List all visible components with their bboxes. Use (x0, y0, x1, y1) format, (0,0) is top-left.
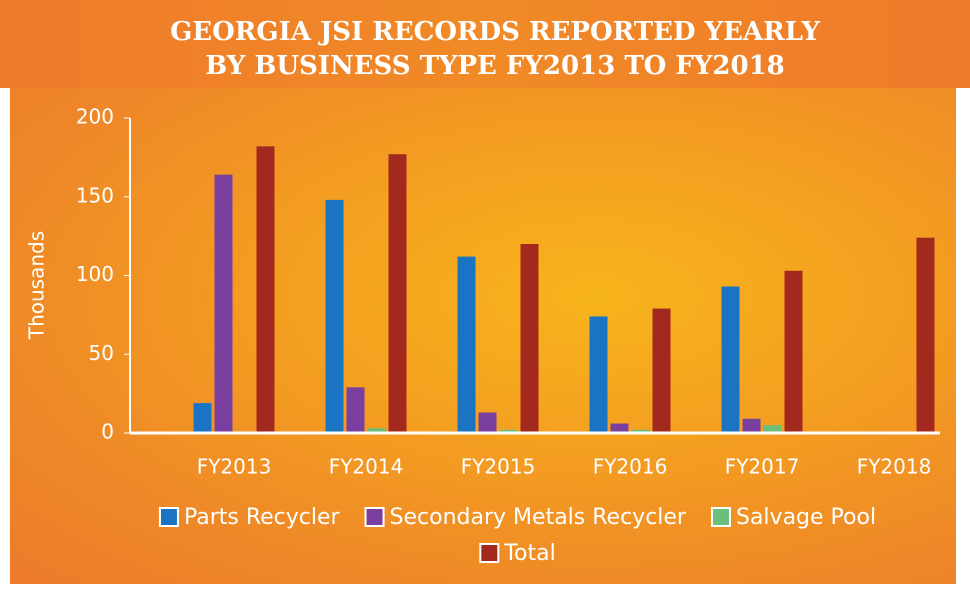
x-tick-label: FY2015 (461, 455, 536, 479)
y-tick-label: 100 (76, 262, 114, 286)
bar (346, 387, 365, 433)
y-tick-label: 150 (76, 183, 114, 207)
legend-swatch (479, 543, 500, 563)
legend-label: Parts Recycler (184, 505, 341, 530)
legend-swatch (364, 507, 385, 527)
bar (325, 199, 344, 433)
bar (388, 154, 407, 433)
bar (367, 428, 386, 433)
legend-label: Total (503, 541, 555, 566)
chart-title: GEORGIA JSI RECORDS REPORTED YEARLY (170, 17, 820, 47)
bar (763, 425, 782, 433)
bar (256, 146, 275, 433)
legend-label: Secondary Metals Recycler (390, 505, 687, 530)
bar (742, 418, 761, 433)
legend-swatch (710, 507, 731, 527)
bar (457, 256, 476, 433)
x-tick-label: FY2014 (329, 455, 404, 479)
x-tick-label: FY2017 (725, 455, 800, 479)
y-tick-label: 200 (76, 105, 114, 129)
bar (652, 308, 671, 433)
bar (478, 412, 497, 433)
bar (520, 244, 539, 433)
y-tick-label: 0 (101, 420, 114, 444)
title-banner (0, 0, 970, 88)
bar (916, 237, 935, 433)
bar (610, 423, 629, 433)
bar (214, 174, 233, 433)
x-tick-label: FY2016 (593, 455, 668, 479)
legend-label: Salvage Pool (736, 505, 876, 530)
legend-swatch (158, 507, 179, 527)
bar (631, 429, 650, 433)
bar (193, 403, 212, 433)
bar (784, 270, 803, 433)
chart-title: BY BUSINESS TYPE FY2013 TO FY2018 (205, 51, 785, 81)
y-tick-label: 50 (89, 341, 114, 365)
x-tick-label: FY2018 (857, 455, 932, 479)
bar (721, 286, 740, 433)
y-axis-label: Thousands (25, 231, 49, 340)
bar (499, 429, 518, 433)
x-tick-label: FY2013 (197, 455, 272, 479)
bar (589, 316, 608, 433)
